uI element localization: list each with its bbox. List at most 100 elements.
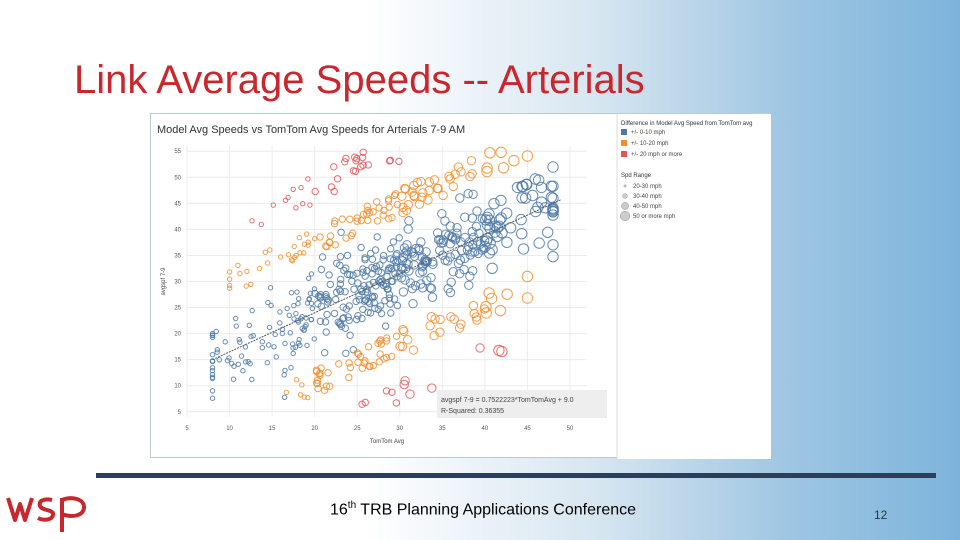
data-point	[209, 352, 216, 358]
data-point	[375, 204, 383, 212]
data-point	[398, 324, 408, 335]
data-point	[397, 341, 408, 352]
data-point	[235, 262, 241, 269]
data-point	[333, 175, 342, 183]
data-point	[373, 217, 382, 225]
data-point	[376, 261, 384, 269]
data-point	[354, 279, 362, 287]
data-point	[233, 323, 240, 329]
data-point	[353, 269, 361, 278]
data-point	[364, 161, 373, 169]
data-point	[342, 264, 350, 272]
data-point	[448, 181, 458, 192]
data-point	[290, 186, 296, 193]
data-point	[326, 382, 334, 390]
data-point	[399, 379, 409, 390]
data-point	[521, 270, 534, 283]
data-point	[249, 218, 255, 224]
data-point	[281, 372, 287, 378]
data-point	[383, 272, 391, 281]
data-point	[495, 212, 507, 224]
data-point	[455, 193, 465, 203]
data-point	[266, 324, 273, 331]
data-point	[283, 389, 290, 396]
data-point	[421, 247, 431, 257]
data-point	[400, 376, 410, 386]
legend-color-label: +/- 0-10 mph	[631, 130, 665, 136]
data-point	[238, 353, 245, 359]
data-point	[547, 204, 559, 216]
data-point	[333, 259, 341, 268]
data-point	[388, 213, 396, 222]
data-point	[250, 333, 256, 339]
data-point	[363, 267, 371, 275]
data-point	[336, 319, 344, 327]
data-point	[416, 176, 426, 187]
data-point	[346, 270, 354, 279]
data-point	[290, 350, 296, 357]
data-point	[484, 237, 496, 249]
data-point	[335, 360, 343, 368]
data-point	[298, 184, 304, 191]
data-point	[355, 296, 364, 304]
data-point	[334, 318, 343, 326]
legend: Difference in Model Avg Speed from TomTo…	[616, 114, 771, 459]
data-point	[325, 271, 333, 279]
slide-title: Link Average Speeds -- Arterials	[74, 58, 645, 102]
data-point	[216, 357, 223, 363]
data-point	[270, 202, 277, 208]
data-point	[526, 189, 539, 202]
data-point	[259, 339, 266, 345]
data-point	[445, 221, 455, 231]
data-point	[322, 328, 330, 336]
data-point	[516, 228, 528, 240]
data-point	[486, 244, 498, 256]
y-tick-label: 45	[174, 201, 181, 207]
data-point	[287, 330, 294, 336]
data-point	[277, 309, 283, 315]
data-point	[463, 189, 473, 199]
data-point	[386, 264, 394, 272]
data-point	[237, 270, 243, 277]
data-point	[311, 286, 318, 292]
x-tick-label: 20	[311, 426, 318, 432]
data-point	[213, 328, 219, 335]
data-point	[547, 239, 559, 251]
data-point	[456, 245, 467, 256]
data-point	[366, 209, 374, 217]
data-point	[468, 240, 478, 250]
legend-size-marker	[621, 202, 629, 210]
data-point	[324, 369, 332, 377]
page-number: 12	[874, 508, 888, 522]
data-point	[521, 150, 534, 162]
data-point	[465, 171, 475, 182]
data-point	[495, 194, 507, 207]
data-point	[437, 209, 447, 219]
data-point	[226, 276, 233, 282]
data-point	[373, 233, 381, 241]
y-tick-label: 20	[174, 332, 181, 338]
data-point	[369, 361, 378, 370]
data-point	[307, 290, 314, 297]
data-point	[209, 334, 216, 341]
data-point	[277, 320, 283, 326]
data-point	[472, 315, 482, 325]
data-point	[361, 255, 369, 264]
data-point	[377, 309, 386, 318]
data-point	[348, 277, 356, 285]
data-point	[435, 314, 445, 325]
data-point	[425, 283, 435, 293]
data-point	[452, 223, 462, 233]
data-point	[259, 345, 266, 351]
data-point	[243, 283, 249, 289]
data-point	[370, 265, 379, 273]
data-point	[209, 395, 216, 401]
legend-color-label: +/- 20 mph or more	[631, 152, 683, 158]
data-point	[365, 299, 374, 308]
data-point	[330, 219, 339, 228]
data-point	[479, 244, 489, 254]
data-point	[312, 236, 318, 242]
data-point	[422, 256, 432, 267]
data-point	[410, 281, 421, 291]
data-point	[379, 211, 387, 219]
